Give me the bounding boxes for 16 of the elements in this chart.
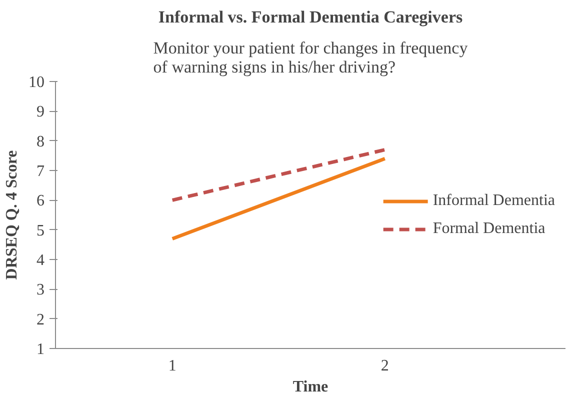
y-axis-title: DRSEQ Q. 4 Score <box>4 150 20 280</box>
legend-label: Formal Dementia <box>432 220 546 238</box>
chart-subtitle: Monitor your patient for changes in frequency of warning signs in his/her driving? <box>153 38 468 76</box>
y-tick-label: 6 <box>36 192 44 210</box>
y-tick-label: 3 <box>36 282 44 299</box>
y-tick-label: 9 <box>36 104 44 121</box>
chart-title: Informal vs. Formal Dementia Caregivers <box>158 8 463 26</box>
y-tick-label: 10 <box>28 74 44 91</box>
y-tick-label: 7 <box>36 163 44 180</box>
y-tick-label: 1 <box>36 341 44 358</box>
y-tick-label: 5 <box>36 222 44 240</box>
legend-label: Informal Dementia <box>432 192 555 210</box>
y-tick-label: 4 <box>36 252 44 269</box>
x-axis-title: Time <box>292 378 328 396</box>
y-tick-label: 8 <box>36 133 44 150</box>
y-tick-label: 2 <box>36 311 44 328</box>
